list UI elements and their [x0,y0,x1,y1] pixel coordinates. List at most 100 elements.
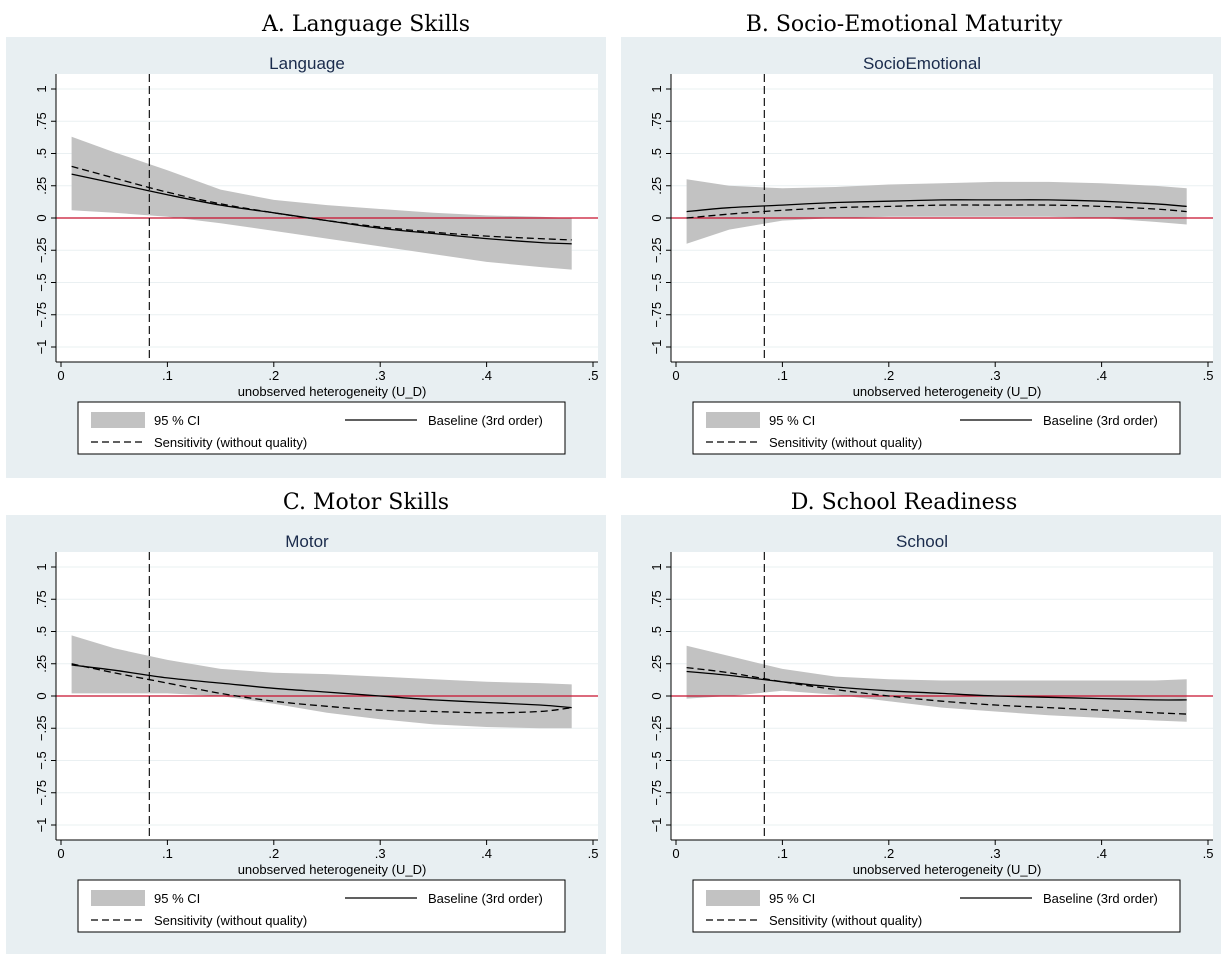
x-tick-label: .2 [883,368,894,383]
x-tick-label: .4 [481,846,492,861]
x-tick-label: .2 [883,846,894,861]
y-tick-label: −.5 [649,751,664,769]
panel-motor: C. Motor Skills Motor −1 −.75 −.5 −.25 0 .25 .5.… [6,490,606,954]
ci-band [686,645,1187,722]
y-tick-label: −.25 [649,715,664,741]
x-tick-label: .2 [268,846,279,861]
x-tick-label: .5 [1203,846,1214,861]
x-axis-title: unobserved heterogeneity (U_D) [853,384,1042,399]
y-tick-label: −.75 [649,780,664,806]
y-tick-label: −.5 [649,273,664,291]
y-tick-label: .5 [34,148,49,159]
y-tick-label: 1 [34,563,49,570]
graph-title: SocioEmotional [863,54,981,73]
ci-band [686,179,1187,244]
x-tick-label: .4 [1096,368,1107,383]
x-tick-label: .5 [1203,368,1214,383]
baseline-line [686,670,1187,701]
x-tick-label: .4 [1096,846,1107,861]
legend-ci-label: 95 % CI [769,413,815,428]
y-tick-label: −1 [649,818,664,833]
y-tick-label: −.25 [649,237,664,263]
panel-heading: C. Motor Skills [283,490,449,515]
x-axis-title: unobserved heterogeneity (U_D) [238,384,427,399]
y-tick-label: .25 [649,177,664,195]
y-tick-label: .25 [649,655,664,673]
legend-ci-swatch [91,890,145,906]
y-tick-label: −1 [34,818,49,833]
y-tick-label: −1 [649,340,664,355]
legend-sensitivity-label: Sensitivity (without quality) [154,435,307,450]
y-tick-label: .5 [649,626,664,637]
legend-baseline-label: Baseline (3rd order) [428,891,543,906]
y-tick-label: .75 [649,590,664,608]
legend-box [77,401,566,455]
y-tick-label: −.5 [34,751,49,769]
baseline-line [71,173,572,245]
x-tick-label: .1 [162,368,173,383]
panel-heading: D. School Readiness [791,490,1018,515]
legend-ci-swatch [706,890,760,906]
y-tick-label: −.75 [34,780,49,806]
y-tick-label: 0 [34,214,49,221]
y-tick-label: −.75 [649,302,664,328]
x-tick-label: 0 [57,846,64,861]
y-tick-label: .5 [649,148,664,159]
sensitivity-line [71,663,572,714]
legend-box [692,879,1181,933]
y-tick-label: 1 [34,85,49,92]
y-tick-label: −1 [34,340,49,355]
y-tick-label: 0 [649,214,664,221]
legend-box [692,401,1181,455]
y-tick-label: 1 [649,85,664,92]
y-tick-label: .5 [34,626,49,637]
legend-ci-swatch [91,412,145,428]
x-tick-label: .3 [375,846,386,861]
ci-band [71,635,572,729]
ci-band [71,136,572,270]
x-tick-label: 0 [672,368,679,383]
panel-socioemotional: B. Socio-Emotional Maturity SocioEmotiona… [621,12,1221,478]
x-tick-label: .1 [162,846,173,861]
legend-ci-swatch [706,412,760,428]
panel-heading: A. Language Skills [261,12,470,37]
y-tick-label: .75 [34,590,49,608]
legend-ci-label: 95 % CI [154,413,200,428]
y-tick-label: .75 [649,112,664,130]
y-tick-label: −.25 [34,715,49,741]
x-tick-label: .5 [588,368,599,383]
y-tick-label: −.5 [34,273,49,291]
y-tick-label: −.25 [34,237,49,263]
legend-sensitivity-label: Sensitivity (without quality) [769,435,922,450]
graph-title: School [896,532,948,551]
sensitivity-line [686,666,1187,715]
legend-box [77,879,566,933]
y-tick-label: .25 [34,655,49,673]
x-tick-label: .3 [990,846,1001,861]
x-tick-label: .1 [777,368,788,383]
graph-title: Language [269,54,345,73]
legend-sensitivity-label: Sensitivity (without quality) [154,913,307,928]
x-tick-label: .1 [777,846,788,861]
y-tick-label: .75 [34,112,49,130]
panel-school: D. School Readiness School −1 −.75 −.5 −.25 0.… [621,490,1221,954]
panel-heading: B. Socio-Emotional Maturity [746,12,1063,37]
y-tick-label: 1 [649,563,664,570]
legend-baseline-label: Baseline (3rd order) [428,413,543,428]
x-tick-label: 0 [672,846,679,861]
x-tick-label: .4 [481,368,492,383]
x-tick-label: .3 [990,368,1001,383]
x-tick-label: 0 [57,368,64,383]
legend-baseline-label: Baseline (3rd order) [1043,413,1158,428]
legend-sensitivity-label: Sensitivity (without quality) [769,913,922,928]
x-axis-title: unobserved heterogeneity (U_D) [853,862,1042,877]
y-tick-label: −.75 [34,302,49,328]
legend-ci-label: 95 % CI [769,891,815,906]
baseline-line [71,664,572,709]
y-tick-label: 0 [34,692,49,699]
legend-baseline-label: Baseline (3rd order) [1043,891,1158,906]
x-axis-title: unobserved heterogeneity (U_D) [238,862,427,877]
sensitivity-line [686,204,1187,219]
legend-ci-label: 95 % CI [154,891,200,906]
